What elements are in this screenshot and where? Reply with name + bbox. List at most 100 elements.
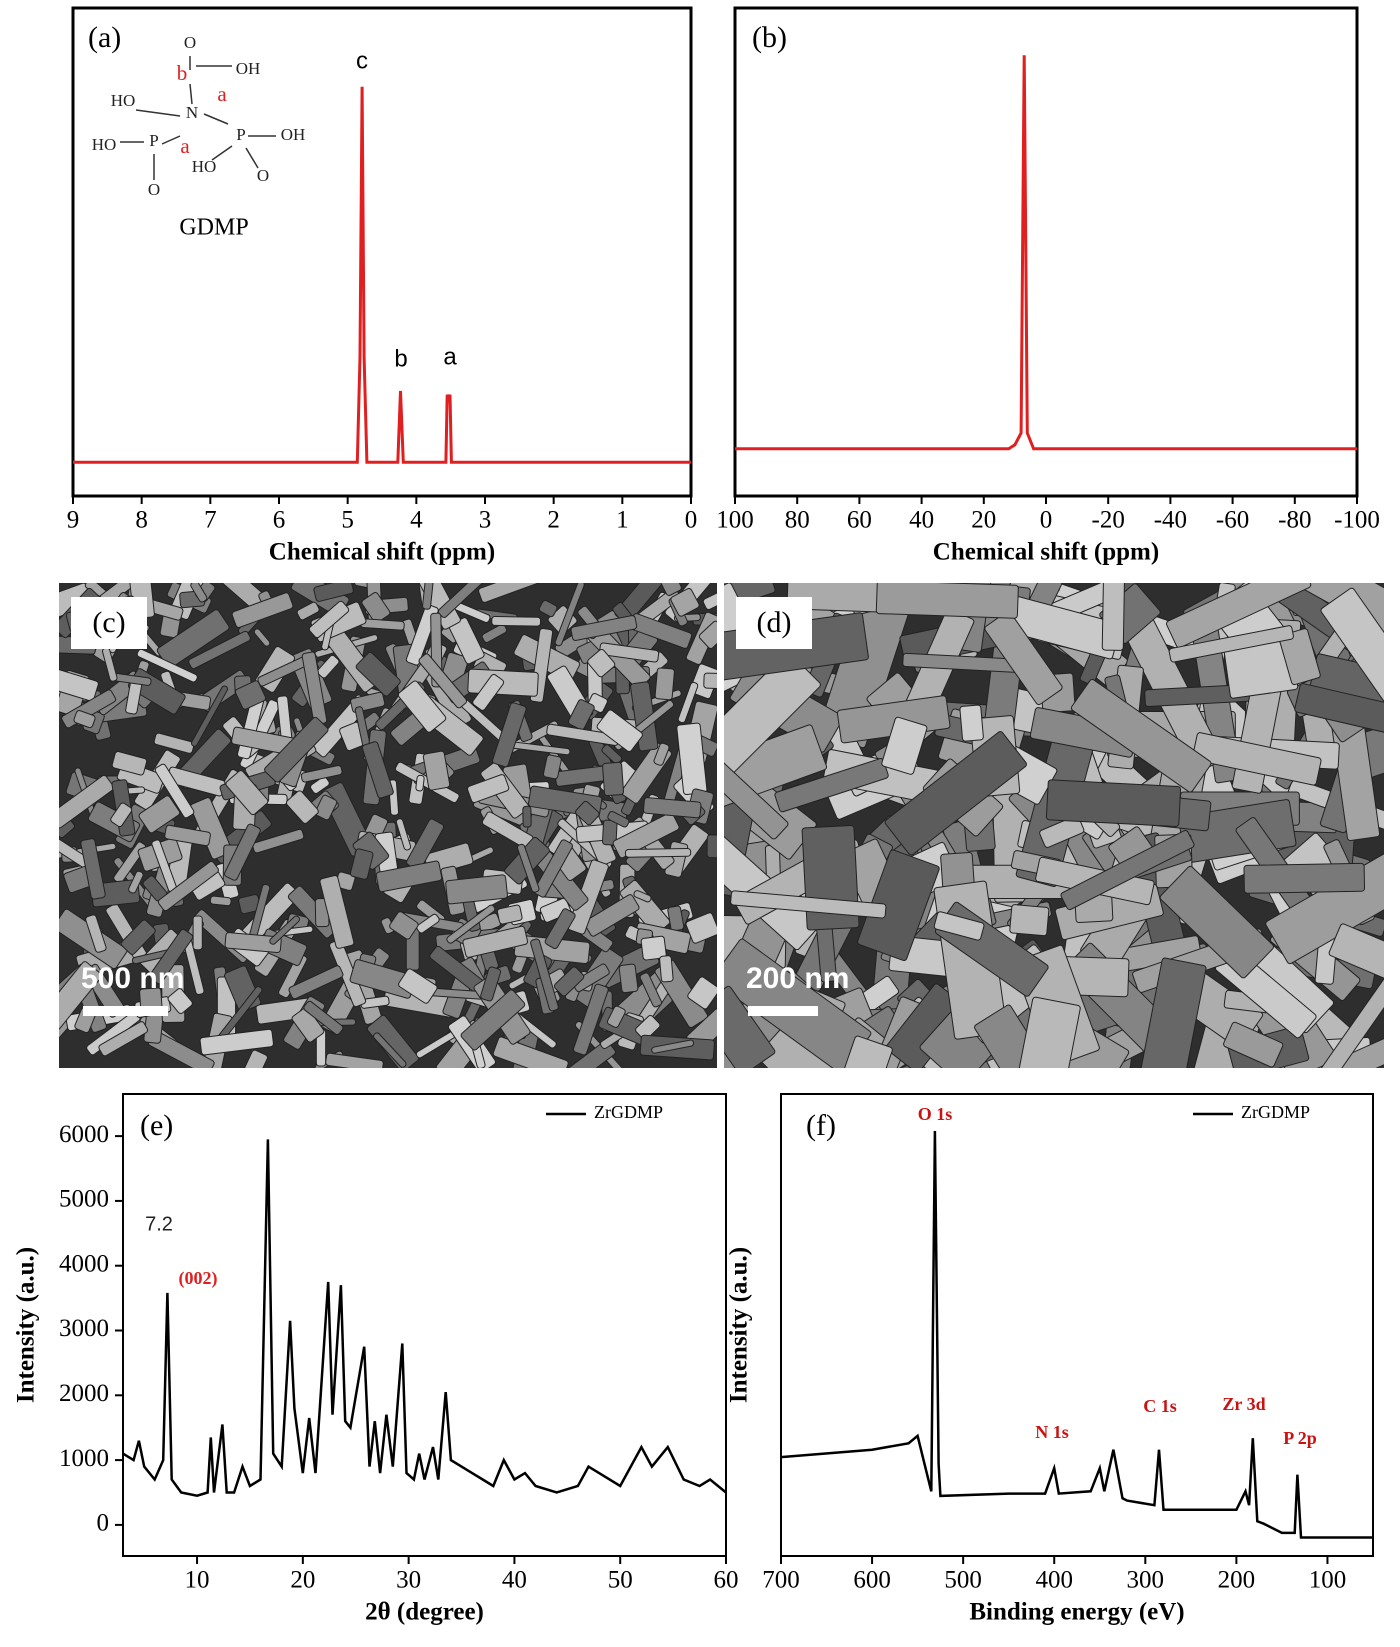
structure-atom: OH	[281, 125, 306, 144]
particle	[516, 843, 540, 893]
x-axis-label: Chemical shift (ppm)	[269, 539, 495, 566]
particle	[533, 839, 573, 898]
particle	[875, 583, 1019, 619]
x-tick-label: 60	[714, 1567, 739, 1594]
particle	[308, 600, 350, 639]
particle	[660, 583, 682, 596]
structure-atom: a	[217, 82, 227, 106]
particle	[702, 591, 717, 611]
particle	[128, 870, 144, 894]
x-tick-label: 200	[1218, 1567, 1256, 1594]
particle	[120, 919, 156, 955]
structure-bond	[135, 109, 181, 117]
particle	[635, 1015, 661, 1041]
particle	[349, 848, 374, 880]
panel-label: (a)	[88, 21, 121, 54]
particle	[542, 754, 562, 780]
peak-annotation: C 1s	[1143, 1396, 1177, 1416]
plot-frame	[71, 6, 693, 498]
particle	[80, 838, 106, 900]
plot-frame	[780, 1093, 1374, 1557]
x-tick-label: 400	[1035, 1567, 1073, 1594]
particle	[572, 983, 609, 1056]
particle	[73, 710, 96, 729]
particle	[602, 761, 625, 797]
particle	[1192, 732, 1322, 786]
x-tick-label: 4	[410, 507, 423, 534]
x-tick-label: 7	[204, 507, 217, 534]
y-tick-label: 4000	[59, 1250, 109, 1277]
particle	[257, 652, 318, 687]
x-tick-label: 1	[616, 507, 629, 534]
particle	[596, 709, 643, 752]
particle	[599, 642, 660, 663]
particle	[288, 965, 344, 1000]
particle	[415, 774, 425, 792]
particle	[572, 963, 610, 993]
particle	[1294, 683, 1384, 746]
x-tick-label: 40	[502, 1567, 527, 1594]
y-tick-label: 3000	[59, 1315, 109, 1342]
plot-frame	[122, 1093, 727, 1557]
particle	[583, 894, 640, 937]
particle	[1320, 587, 1384, 725]
particle	[361, 741, 394, 799]
peak-annotation: a	[443, 343, 457, 370]
particle	[601, 744, 623, 765]
particle	[59, 961, 103, 1030]
particle	[774, 758, 889, 813]
particle	[241, 1049, 268, 1068]
x-tick-label: -100	[1334, 507, 1380, 534]
particle	[1010, 996, 1081, 1068]
peak-annotation: O 1s	[918, 1104, 953, 1124]
particle	[157, 860, 219, 912]
y-tick-label: 6000	[59, 1121, 109, 1148]
particle	[544, 908, 576, 950]
panel-label: (d)	[757, 606, 792, 639]
particle	[554, 583, 585, 647]
particle	[639, 972, 663, 1008]
particle	[303, 1000, 344, 1035]
particle	[933, 911, 985, 941]
particle	[154, 763, 195, 819]
particle	[607, 810, 630, 828]
structure-atom: N	[186, 103, 198, 122]
particle	[642, 797, 702, 819]
plot-frame	[733, 6, 1359, 498]
x-tick-label: 100	[1309, 1567, 1347, 1594]
particle	[422, 750, 451, 791]
peak-annotation: (002)	[179, 1268, 218, 1289]
legend-label: ZrGDMP	[1241, 1102, 1310, 1122]
panel-label: (e)	[140, 1109, 173, 1142]
x-tick-label: 500	[944, 1567, 982, 1594]
structure-atom: O	[148, 180, 160, 199]
particle	[698, 620, 717, 649]
particle	[472, 673, 505, 711]
particle	[1101, 583, 1125, 651]
particle	[445, 874, 508, 905]
structure-atom: O	[184, 33, 196, 52]
particle	[881, 716, 928, 775]
particle	[1168, 625, 1294, 663]
particle	[395, 818, 412, 851]
x-tick-label: 600	[853, 1567, 891, 1594]
particle	[653, 742, 670, 766]
particle	[530, 938, 559, 1012]
structure-atom: P	[236, 125, 245, 144]
structure-atom: O	[257, 166, 269, 185]
particle	[492, 702, 527, 768]
x-tick-label: 9	[67, 507, 80, 534]
y-axis-label: Intensity (a.u.)	[13, 1247, 40, 1403]
particle	[285, 790, 319, 824]
structure-atom: HO	[92, 135, 117, 154]
particle	[199, 1028, 274, 1056]
structure-atom: HO	[111, 91, 136, 110]
particle	[188, 630, 251, 670]
y-tick-label: 5000	[59, 1186, 109, 1213]
x-tick-label: 40	[909, 507, 934, 534]
structure-atom: OH	[236, 59, 261, 78]
particle	[670, 588, 700, 617]
panel-label-box	[71, 597, 147, 649]
x-axis-label: 2θ (degree)	[365, 1599, 484, 1626]
panel-label: (c)	[92, 606, 125, 639]
